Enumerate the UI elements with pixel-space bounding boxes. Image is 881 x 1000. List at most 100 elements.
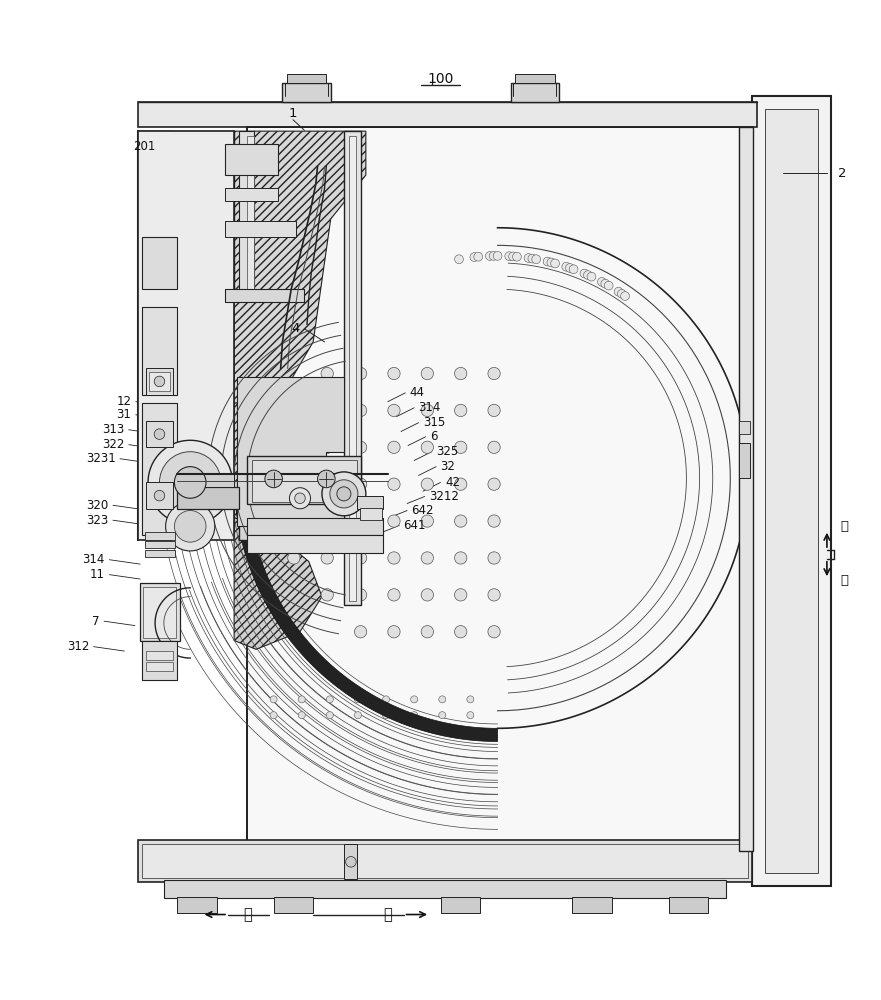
Bar bbox=[287, 74, 326, 83]
Bar bbox=[142, 403, 177, 535]
Circle shape bbox=[421, 404, 433, 417]
Circle shape bbox=[618, 289, 626, 298]
Circle shape bbox=[322, 472, 366, 516]
Circle shape bbox=[547, 258, 556, 267]
Text: 320: 320 bbox=[86, 499, 108, 512]
Bar bbox=[357, 496, 383, 509]
Bar bbox=[248, 136, 255, 289]
Circle shape bbox=[354, 626, 366, 638]
Text: 1: 1 bbox=[289, 107, 297, 120]
Circle shape bbox=[421, 441, 433, 453]
Circle shape bbox=[455, 255, 463, 264]
Text: 42: 42 bbox=[445, 476, 460, 489]
Text: 314: 314 bbox=[83, 553, 105, 566]
Circle shape bbox=[566, 264, 574, 272]
Circle shape bbox=[388, 589, 400, 601]
Circle shape bbox=[551, 259, 559, 268]
Circle shape bbox=[488, 626, 500, 638]
Circle shape bbox=[388, 441, 400, 453]
Circle shape bbox=[467, 696, 474, 703]
Circle shape bbox=[354, 441, 366, 453]
Circle shape bbox=[166, 502, 215, 551]
Bar bbox=[274, 897, 313, 913]
Circle shape bbox=[488, 441, 500, 453]
Polygon shape bbox=[237, 377, 344, 526]
Circle shape bbox=[569, 265, 578, 274]
Circle shape bbox=[597, 277, 606, 286]
Circle shape bbox=[321, 367, 333, 380]
Text: 7: 7 bbox=[93, 615, 100, 628]
Circle shape bbox=[562, 262, 571, 271]
Polygon shape bbox=[235, 500, 498, 742]
Circle shape bbox=[295, 493, 305, 504]
Text: 11: 11 bbox=[90, 568, 105, 581]
Bar bbox=[515, 74, 555, 83]
Text: 323: 323 bbox=[86, 514, 108, 527]
Bar bbox=[739, 421, 750, 434]
Text: 12: 12 bbox=[116, 395, 131, 408]
Bar bbox=[248, 518, 383, 535]
Circle shape bbox=[148, 440, 233, 525]
Circle shape bbox=[354, 404, 366, 417]
Circle shape bbox=[288, 515, 300, 527]
Circle shape bbox=[354, 367, 366, 380]
Bar bbox=[739, 127, 753, 851]
Circle shape bbox=[513, 252, 522, 261]
Bar bbox=[739, 443, 750, 478]
Circle shape bbox=[154, 490, 165, 501]
Circle shape bbox=[505, 252, 514, 261]
Circle shape bbox=[488, 367, 500, 380]
Circle shape bbox=[288, 552, 300, 564]
Text: 后: 后 bbox=[243, 907, 252, 922]
Circle shape bbox=[321, 515, 333, 527]
Circle shape bbox=[488, 589, 500, 601]
Bar bbox=[344, 844, 357, 879]
Circle shape bbox=[601, 279, 610, 288]
Circle shape bbox=[388, 515, 400, 527]
Text: 6: 6 bbox=[430, 430, 438, 443]
Bar bbox=[226, 289, 304, 302]
Circle shape bbox=[470, 253, 478, 261]
Circle shape bbox=[528, 254, 537, 263]
Text: 314: 314 bbox=[418, 401, 440, 414]
Circle shape bbox=[488, 552, 500, 564]
Bar bbox=[164, 880, 726, 898]
Bar bbox=[146, 651, 173, 660]
Bar bbox=[142, 641, 177, 680]
Bar bbox=[142, 844, 748, 878]
Circle shape bbox=[288, 478, 300, 490]
Circle shape bbox=[485, 252, 494, 260]
Circle shape bbox=[299, 696, 305, 703]
Bar bbox=[511, 83, 559, 102]
Circle shape bbox=[174, 511, 206, 542]
Bar bbox=[766, 109, 818, 873]
Bar bbox=[177, 897, 217, 913]
Circle shape bbox=[493, 251, 502, 260]
Circle shape bbox=[388, 552, 400, 564]
Circle shape bbox=[421, 552, 433, 564]
Circle shape bbox=[321, 441, 333, 453]
Circle shape bbox=[354, 712, 361, 719]
Circle shape bbox=[321, 404, 333, 417]
Circle shape bbox=[532, 255, 541, 264]
Circle shape bbox=[354, 478, 366, 490]
Circle shape bbox=[467, 712, 474, 719]
Bar bbox=[344, 131, 361, 605]
Text: 3212: 3212 bbox=[429, 490, 459, 503]
Bar bbox=[359, 508, 381, 520]
Circle shape bbox=[583, 271, 592, 279]
Bar bbox=[146, 421, 173, 447]
Text: 315: 315 bbox=[423, 416, 445, 429]
Text: 100: 100 bbox=[427, 72, 454, 86]
Text: 下: 下 bbox=[840, 520, 848, 533]
Bar bbox=[440, 897, 480, 913]
Circle shape bbox=[455, 367, 467, 380]
Circle shape bbox=[604, 281, 613, 290]
Bar bbox=[752, 96, 832, 886]
Bar bbox=[142, 307, 177, 395]
Circle shape bbox=[299, 712, 305, 719]
Bar bbox=[226, 188, 278, 201]
Circle shape bbox=[388, 626, 400, 638]
Bar bbox=[146, 482, 173, 509]
Circle shape bbox=[455, 515, 467, 527]
